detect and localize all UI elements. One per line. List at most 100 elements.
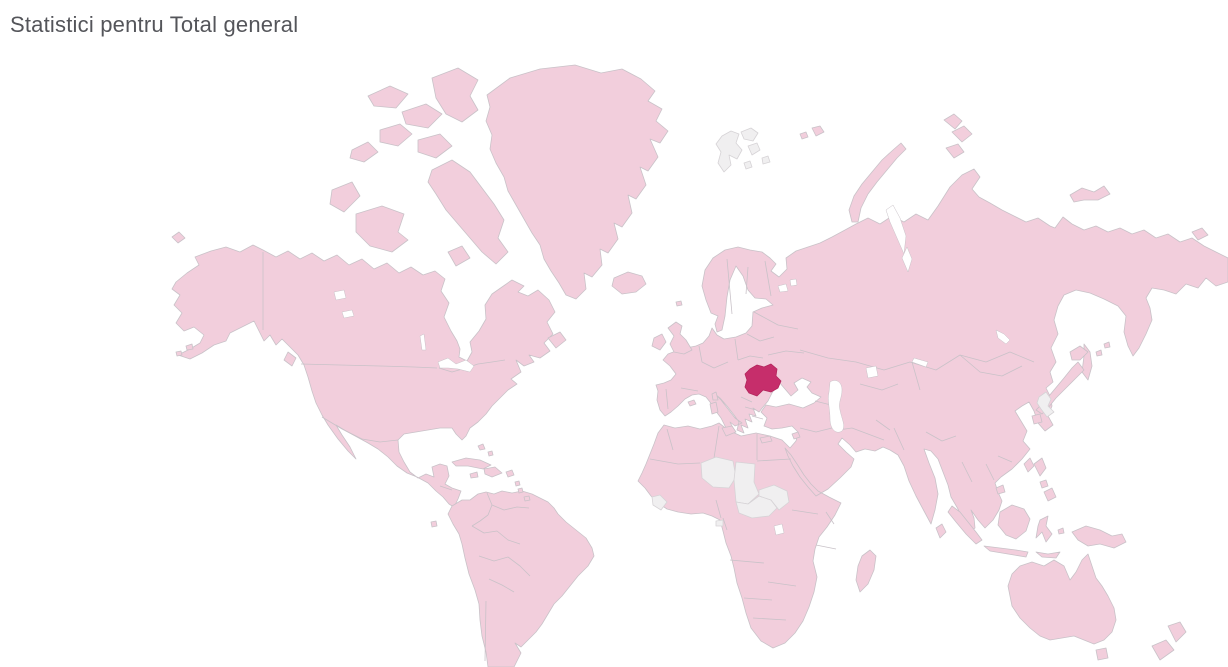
sea-aral <box>865 365 879 379</box>
island-great-britain[interactable] <box>667 321 693 355</box>
island-faroe[interactable] <box>675 300 683 307</box>
sea-caspian <box>828 380 844 433</box>
island-novaya-zemlya[interactable] <box>848 142 907 223</box>
island-balearic[interactable] <box>687 399 697 407</box>
island-franz-josef-2[interactable] <box>799 131 809 140</box>
island-nz-south[interactable] <box>1151 639 1175 661</box>
no-data-region-south-sudan[interactable] <box>758 484 790 511</box>
island-arctic-3[interactable] <box>379 123 413 147</box>
island-severnaya-1[interactable] <box>943 113 963 130</box>
landmass-group[interactable] <box>171 64 1228 667</box>
island-sicily[interactable] <box>721 425 737 437</box>
gulf-ob-1 <box>885 204 907 255</box>
gulf-ob-2 <box>901 246 913 273</box>
no-data-group[interactable] <box>651 127 1055 527</box>
no-data-region-svalbard-se[interactable] <box>761 155 771 165</box>
no-data-region-niger[interactable] <box>700 456 737 489</box>
island-crete[interactable] <box>759 435 773 444</box>
island-new-siberian[interactable] <box>1069 185 1111 203</box>
island-cuba[interactable] <box>451 457 492 470</box>
island-southampton[interactable] <box>447 245 471 267</box>
island-antilles-1[interactable] <box>514 480 521 487</box>
island-aleutian-2[interactable] <box>175 350 183 357</box>
island-hokkaido[interactable] <box>1069 345 1089 361</box>
island-baffin[interactable] <box>427 159 509 265</box>
page-title: Statistici pentru Total general <box>10 12 299 37</box>
island-new-guinea[interactable] <box>1071 525 1127 549</box>
island-puerto-rico[interactable] <box>505 469 515 478</box>
no-data-region-svalbard-s[interactable] <box>743 160 753 170</box>
island-trinidad[interactable] <box>523 495 531 502</box>
island-nz-north[interactable] <box>1167 621 1187 643</box>
island-galapagos[interactable] <box>430 520 438 528</box>
island-hainan[interactable] <box>995 484 1006 495</box>
island-lesser-sunda[interactable] <box>1035 551 1061 559</box>
lake-balkhash <box>911 357 929 368</box>
island-moluccas[interactable] <box>1057 527 1065 535</box>
country-borders <box>262 252 1035 662</box>
island-sumatra[interactable] <box>947 505 983 545</box>
no-data-region-svalbard-ne[interactable] <box>740 127 759 142</box>
island-ellesmere[interactable] <box>431 67 479 123</box>
lake-baikal <box>995 329 1011 345</box>
island-jamaica[interactable] <box>469 471 479 479</box>
island-sardinia[interactable] <box>709 401 719 415</box>
lake-ladoga <box>777 283 789 293</box>
island-cyprus[interactable] <box>791 431 801 440</box>
landmass-north-america[interactable] <box>171 244 556 513</box>
lake-great-slave <box>341 309 355 319</box>
island-kuril-1[interactable] <box>1095 349 1103 357</box>
no-data-region-equatorial-guinea[interactable] <box>715 519 724 527</box>
lake-great-bear <box>333 289 347 301</box>
lake-winnipeg <box>419 333 427 351</box>
island-visayas[interactable] <box>1039 479 1049 489</box>
island-arctic-4[interactable] <box>417 133 453 159</box>
island-severnaya-2[interactable] <box>951 125 973 143</box>
island-arctic-1[interactable] <box>367 85 409 109</box>
no-data-region-liberia[interactable] <box>651 494 668 511</box>
island-victoria[interactable] <box>355 205 409 253</box>
island-sulawesi[interactable] <box>1035 515 1053 543</box>
island-newfoundland[interactable] <box>547 331 567 349</box>
island-java[interactable] <box>983 545 1029 558</box>
island-aleutian-1[interactable] <box>185 343 194 351</box>
island-bering[interactable] <box>171 231 186 244</box>
island-corsica[interactable] <box>711 391 719 401</box>
island-ireland[interactable] <box>651 333 667 351</box>
island-bahamas-2[interactable] <box>487 450 494 457</box>
island-taiwan[interactable] <box>1023 457 1035 473</box>
island-wrangel[interactable] <box>1191 227 1209 241</box>
landmass-greenland[interactable] <box>485 64 669 300</box>
island-mindanao[interactable] <box>1043 487 1057 502</box>
island-borneo[interactable] <box>997 504 1031 540</box>
landmass-australia[interactable] <box>1007 553 1117 645</box>
island-antilles-2[interactable] <box>517 487 524 494</box>
lake-great-lakes <box>437 357 475 373</box>
island-tasmania[interactable] <box>1095 647 1109 661</box>
lakes-group <box>333 204 1011 536</box>
island-franz-josef-1[interactable] <box>811 125 825 137</box>
island-iceland[interactable] <box>611 271 647 295</box>
no-data-region-north-korea[interactable] <box>1036 391 1055 418</box>
island-hispaniola[interactable] <box>483 466 503 478</box>
landmass-afro-eurasia[interactable] <box>637 168 1228 649</box>
island-madagascar[interactable] <box>855 549 877 593</box>
island-severnaya-3[interactable] <box>945 143 965 159</box>
no-data-region-svalbard-e[interactable] <box>747 142 761 156</box>
no-data-region-chad[interactable] <box>733 461 760 505</box>
country-romania-highlighted[interactable] <box>744 363 782 397</box>
island-bahamas-1[interactable] <box>477 443 486 451</box>
island-kyushu[interactable] <box>1031 413 1043 425</box>
island-luzon[interactable] <box>1033 457 1047 477</box>
island-arctic-5[interactable] <box>349 141 379 163</box>
lake-onega <box>789 278 798 287</box>
island-sri-lanka[interactable] <box>935 523 947 539</box>
island-kuril-2[interactable] <box>1103 341 1111 349</box>
no-data-region-svalbard-main[interactable] <box>715 130 743 173</box>
island-arctic-2[interactable] <box>401 103 443 129</box>
island-vancouver[interactable] <box>283 351 297 367</box>
landmass-south-america[interactable] <box>447 490 595 667</box>
island-banks[interactable] <box>329 181 361 213</box>
